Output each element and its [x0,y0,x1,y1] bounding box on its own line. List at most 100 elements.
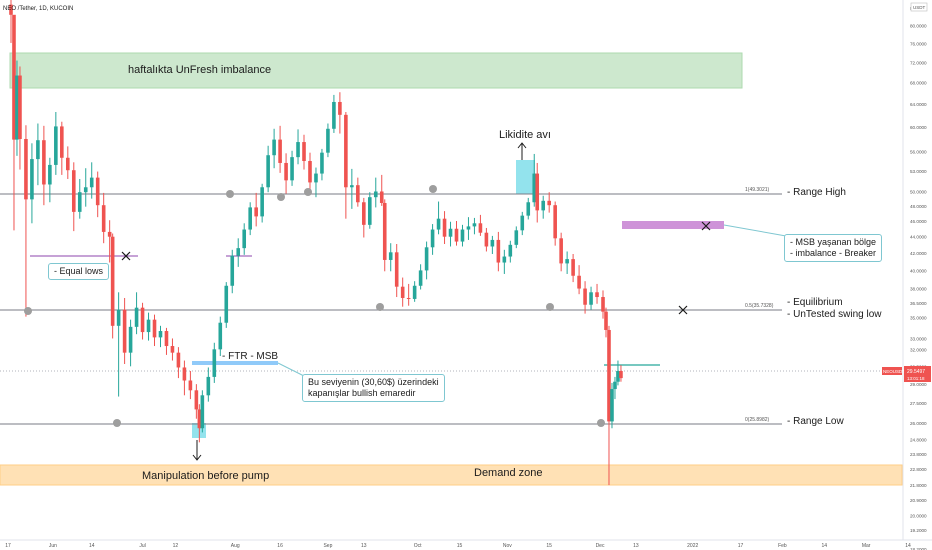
candle [344,112,348,219]
price-tick-label: 20.9000 [910,498,927,503]
candle-body [194,390,199,410]
liquidity-hunt-box [516,160,535,194]
candle-body [230,255,235,286]
price-tick-label: 38.0000 [910,287,927,292]
candle [616,360,620,386]
swing-marker [429,185,437,193]
candle [478,214,483,236]
swing-marker [277,193,285,201]
candle-body [356,185,360,203]
candle [188,370,193,400]
fresh-imbalance-zone [9,52,743,89]
manipulation-label: Manipulation before pump [142,470,269,482]
candle-body [367,197,372,225]
bullish-note-line-2: kapanışlar bullish emaredir [308,388,416,398]
candle [400,277,405,307]
candle [116,292,121,397]
price-tick-label: 33.0000 [910,336,927,341]
candle [412,281,417,302]
time-tick-label: 14 [821,543,827,549]
time-tick-label: 12 [173,543,179,549]
candle-body [514,230,519,245]
candle-body [326,128,330,153]
candle [350,168,354,209]
candle [496,231,501,272]
candle [490,235,495,254]
candle [559,232,563,272]
candle [379,174,384,206]
candle-body [224,285,229,323]
swing-marker [226,190,234,198]
candle [547,192,551,213]
down-arrow-icon [192,440,202,461]
candle-body [116,309,121,326]
price-tick-label: 64.0000 [910,102,927,107]
msb-breaker-zone [622,221,724,229]
time-tick-label: Jul [139,543,145,549]
bullish-note-connector [277,362,305,377]
candle-body [24,138,28,200]
candle-body [140,307,145,333]
time-tick-label: 13 [361,543,367,549]
price-tick-label: 60.0000 [910,125,927,130]
candle [362,197,366,238]
candle-body [9,4,13,15]
candle [394,244,399,298]
price-tick-label: 68.0000 [910,81,927,86]
candle [418,264,423,290]
candle-body [616,370,620,382]
candle [601,290,605,319]
candle [18,66,22,170]
candle-body [15,75,19,140]
candle-body [12,14,16,140]
candle [146,312,151,341]
candle [9,0,13,43]
candle [218,316,223,357]
candle [272,128,276,169]
candle-body [541,200,546,211]
chart-title: NEO /Tether, 1D, KUCOIN [3,6,73,12]
candle-body [218,322,223,350]
candle-body [338,101,342,115]
price-tick-label: 35.0000 [910,316,927,321]
candle-body [610,389,614,422]
candle [296,129,300,165]
untested-low-label: - UnTested swing low [787,309,882,320]
equal-lows-box: - Equal lows [48,263,110,280]
candle-body [54,126,58,165]
candle [71,162,76,232]
candle [254,192,258,227]
price-tag-value: 29.5497 [907,369,925,375]
candle-body [535,173,540,211]
candle-body [418,270,423,286]
candle-body [71,170,76,212]
candle-body [508,244,513,257]
candle-body [42,140,46,185]
price-tick-label: 22.8000 [910,467,927,472]
candle-body [362,202,366,225]
candle [83,168,88,207]
candle-body [388,252,393,260]
fib-low-label: 0(25.8982) [745,417,770,423]
candle-body [553,205,557,239]
time-tick-label: Sep [323,543,332,549]
symbol-tag [882,367,902,375]
candle [107,220,112,263]
candle [164,327,169,355]
candle [54,112,58,175]
candle [101,192,106,244]
candle-body [260,187,264,217]
symbol-tag-label: NEOUSDT [883,369,905,374]
x-mark-icon [678,305,688,315]
candle [236,238,241,267]
candle-body [308,161,312,183]
candle-body [83,187,88,193]
candle-body [379,191,384,203]
candle-body [320,152,324,174]
time-tick-label: Oct [414,543,422,549]
candle-body [197,409,202,429]
price-tick-label: 40.0000 [910,268,927,273]
candle [610,382,614,429]
candle [242,223,247,255]
